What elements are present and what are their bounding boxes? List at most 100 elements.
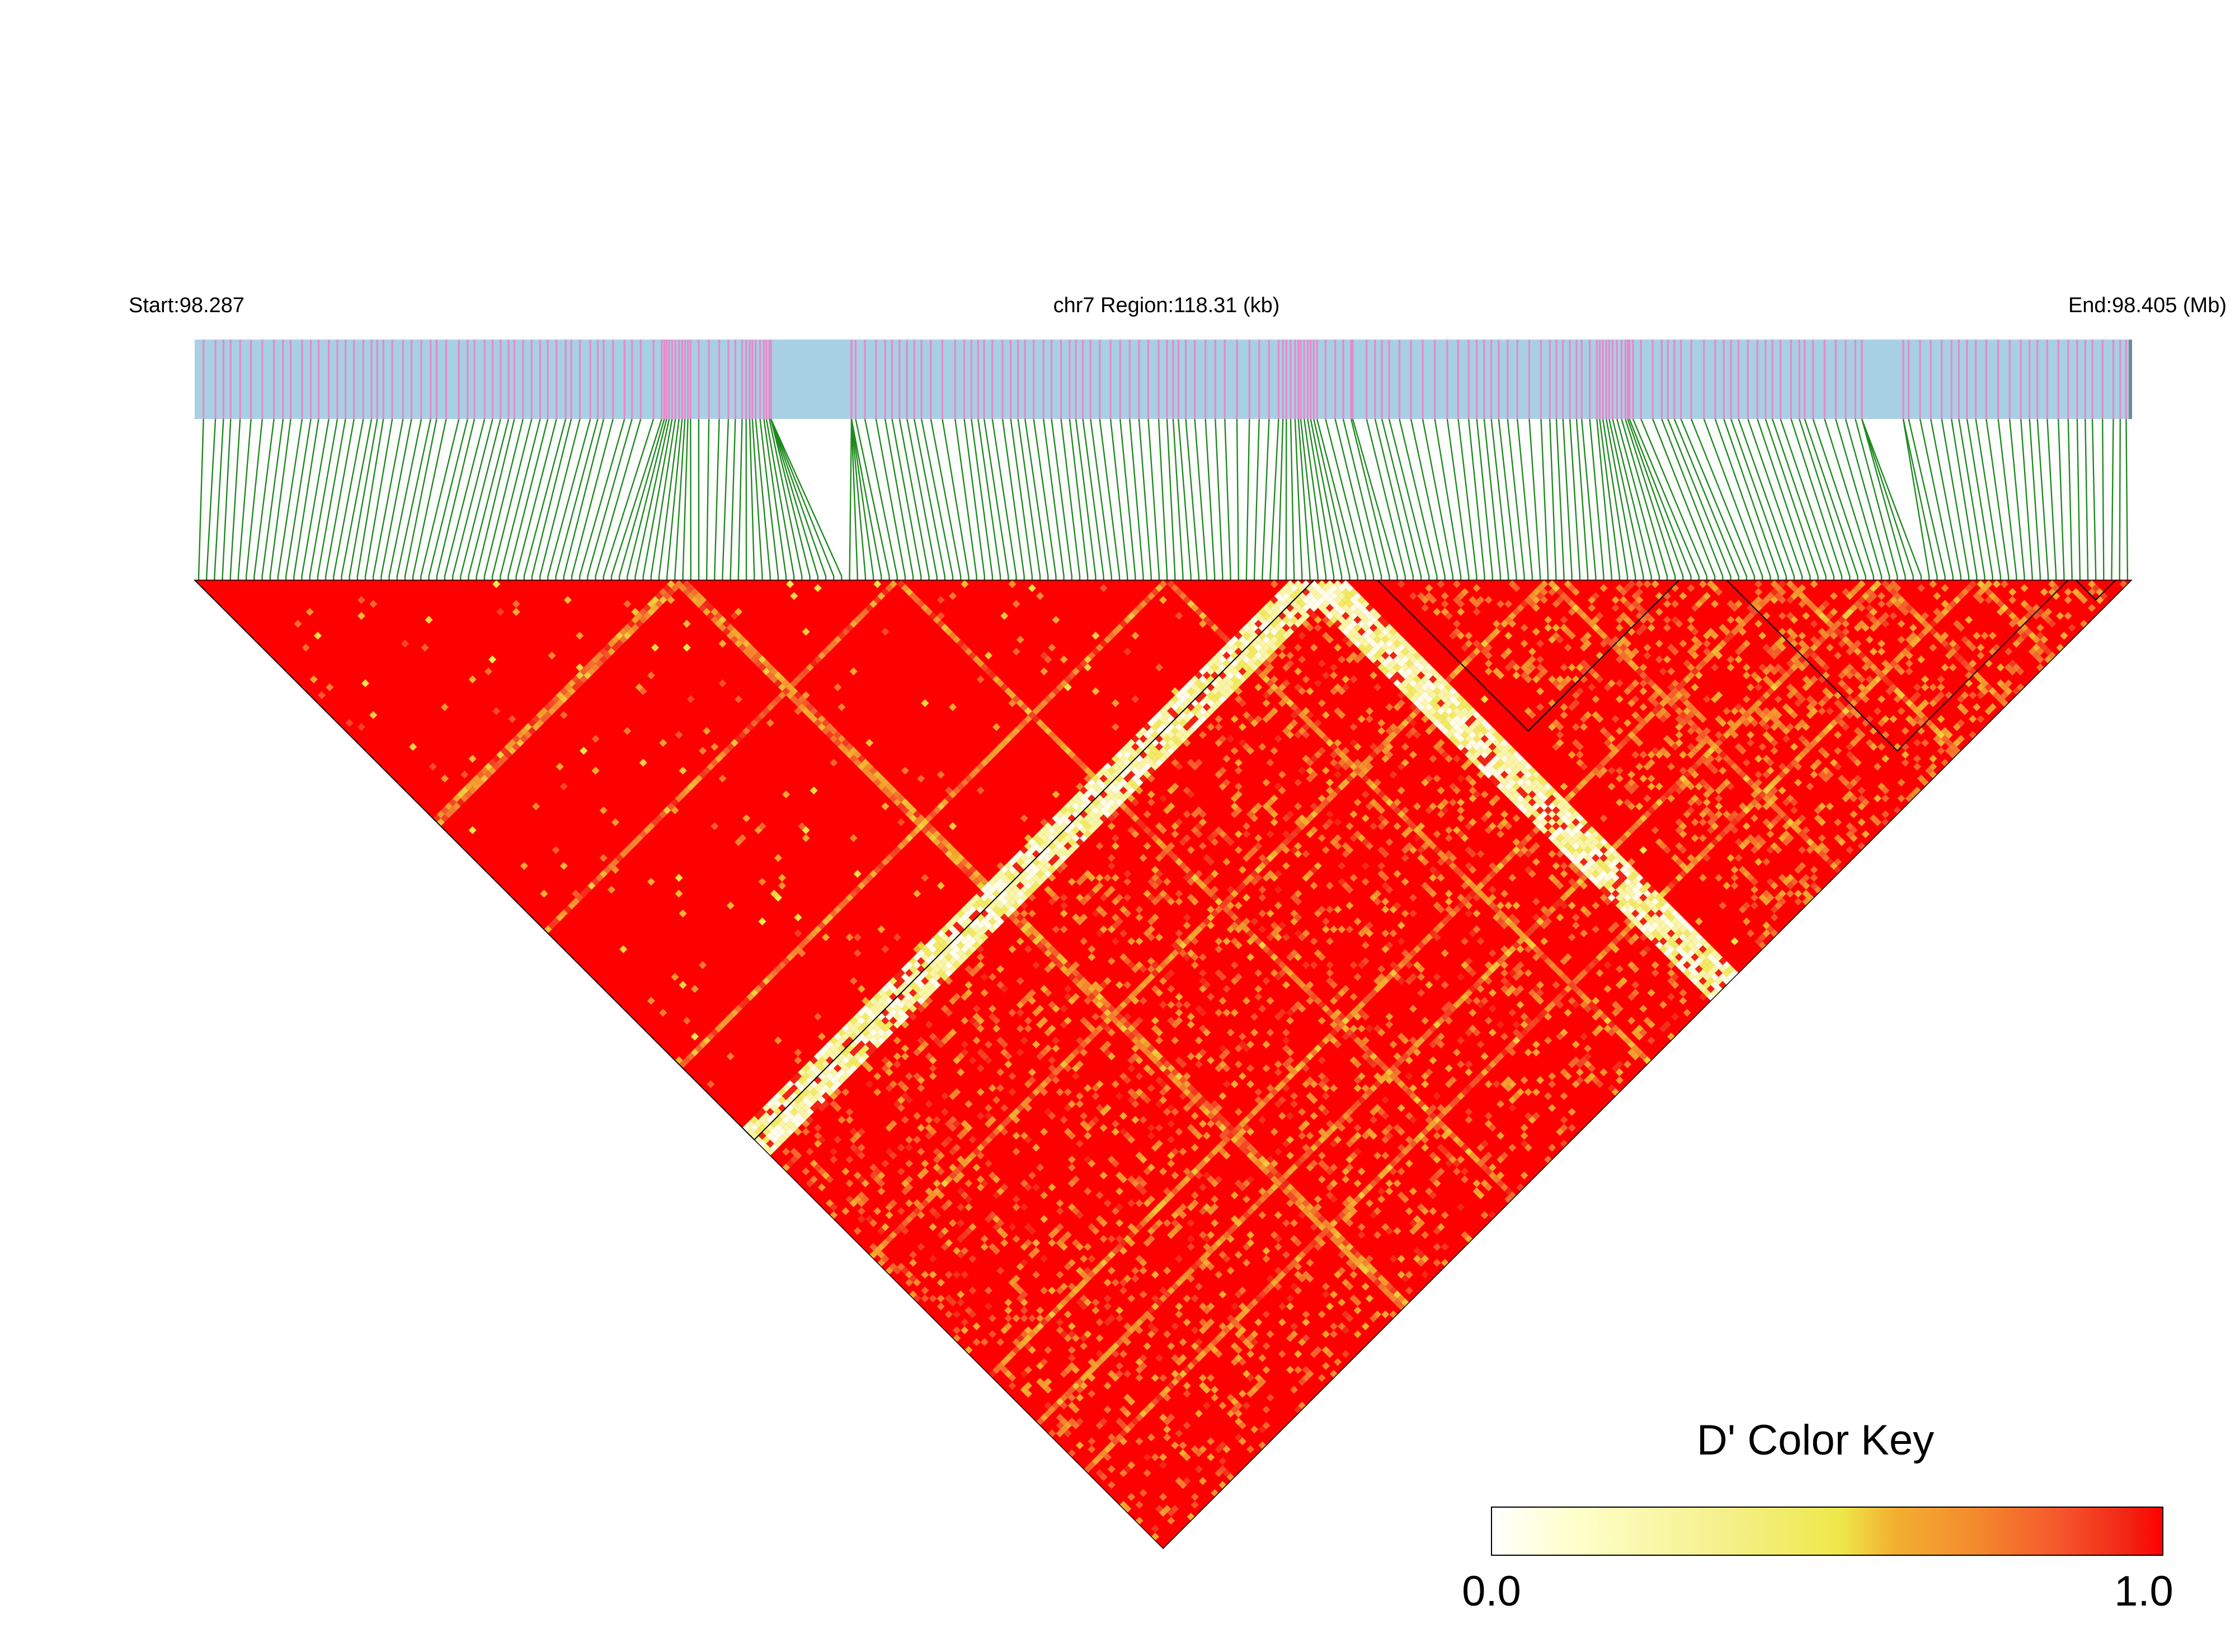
snp-connector xyxy=(849,418,853,580)
region-title: chr7 Region:118.31 (kb) xyxy=(1053,294,1280,317)
snp-marker xyxy=(1790,340,1792,419)
ld-cell xyxy=(1202,1386,1211,1394)
snp-connector xyxy=(285,418,312,580)
snp-connector xyxy=(1138,418,1152,580)
snp-connector xyxy=(1861,418,1914,580)
ld-cell xyxy=(675,889,683,898)
snp-connector xyxy=(1627,418,1684,580)
ld-cell xyxy=(806,1068,814,1076)
snp-marker xyxy=(1310,340,1312,419)
ld-cell xyxy=(1127,1461,1136,1470)
ld-cell xyxy=(1107,1369,1116,1378)
snp-connector xyxy=(1366,418,1406,580)
ld-cell xyxy=(556,691,564,699)
snp-connector xyxy=(627,418,667,580)
ld-cell xyxy=(1139,1219,1147,1227)
snp-connector xyxy=(751,418,763,580)
snp-connector xyxy=(587,418,633,580)
snp-connector xyxy=(1446,418,1470,580)
ld-cell xyxy=(1123,1322,1132,1330)
ld-cell xyxy=(1099,1235,1108,1243)
ld-cell xyxy=(901,1084,909,1093)
ld-cell xyxy=(742,814,751,822)
snp-marker xyxy=(1765,340,1767,419)
ld-cell xyxy=(806,1060,814,1069)
ld-cell xyxy=(1159,1453,1168,1461)
ld-cell xyxy=(1171,1322,1179,1330)
ld-cell xyxy=(961,1040,969,1049)
snp-connector xyxy=(770,418,819,580)
snp-connector xyxy=(1861,418,1906,580)
ld-cell xyxy=(834,1088,842,1096)
ld-cell xyxy=(548,699,556,708)
ld-cell xyxy=(639,759,647,767)
ld-cell xyxy=(1088,1445,1096,1453)
ld-cell xyxy=(774,893,782,902)
ld-cell xyxy=(1071,1239,1080,1247)
snp-marker xyxy=(1381,340,1383,419)
ld-cell xyxy=(913,1278,921,1287)
snp-marker xyxy=(1580,340,1583,419)
ld-cell xyxy=(968,1255,977,1263)
ld-cell xyxy=(1234,1409,1243,1418)
ld-cell xyxy=(599,806,608,815)
ld-cell xyxy=(778,882,787,890)
ld-cell xyxy=(1163,1433,1171,1442)
ld-cell xyxy=(1024,1223,1032,1231)
ld-cell xyxy=(532,802,540,811)
snp-marker xyxy=(310,340,312,419)
ld-cell xyxy=(1071,1334,1080,1343)
snp-marker xyxy=(684,340,686,419)
snp-marker xyxy=(1334,340,1337,419)
snp-marker xyxy=(290,340,292,419)
ld-cell xyxy=(1211,1394,1219,1402)
ld-cell xyxy=(937,1294,945,1303)
snp-marker xyxy=(435,340,438,419)
ld-cell xyxy=(980,1235,989,1243)
ld-cell xyxy=(1183,1390,1191,1398)
ld-cell xyxy=(1071,1175,1080,1184)
ld-cell xyxy=(711,822,719,830)
ld-cell xyxy=(881,1032,890,1041)
ld-cell xyxy=(893,1060,901,1069)
ld-cell xyxy=(1139,1354,1147,1362)
snp-marker xyxy=(734,340,736,419)
snp-connector xyxy=(1224,418,1231,580)
ld-cell xyxy=(1167,1413,1175,1422)
snp-marker xyxy=(2112,340,2115,419)
snp-marker xyxy=(1975,340,1977,419)
ld-cell xyxy=(925,1100,933,1108)
snp-connector xyxy=(1024,418,1049,580)
ld-cell xyxy=(1032,1246,1041,1255)
ld-cell xyxy=(762,1112,770,1120)
ld-cell xyxy=(1191,1500,1199,1509)
snp-marker xyxy=(661,340,663,419)
snp-connector xyxy=(1835,418,1883,580)
ld-cell xyxy=(1067,1386,1076,1394)
snp-marker xyxy=(579,340,581,419)
ld-cell xyxy=(357,611,366,620)
ld-cell xyxy=(1032,1326,1041,1334)
ld-cell xyxy=(1175,1310,1183,1319)
snp-marker xyxy=(539,340,542,419)
ld-cell xyxy=(909,1250,917,1259)
ld-cell xyxy=(905,1183,914,1192)
ld-cell xyxy=(1298,1401,1306,1410)
ld-cell xyxy=(897,1207,905,1216)
ld-cell xyxy=(1250,1338,1259,1347)
ld-cell xyxy=(988,1314,997,1322)
ld-cell xyxy=(484,763,493,771)
snp-connector xyxy=(1194,418,1208,580)
ld-cell xyxy=(841,1088,850,1096)
ld-cell xyxy=(1179,1441,1187,1449)
ld-cell xyxy=(1000,1239,1009,1247)
snp-connector xyxy=(1147,418,1160,580)
snp-marker xyxy=(1549,340,1551,419)
ld-cell xyxy=(905,1009,914,1017)
snp-connector xyxy=(1738,418,1795,580)
ld-cell xyxy=(845,933,854,942)
snp-marker xyxy=(1632,340,1634,419)
snp-marker xyxy=(2008,340,2011,419)
snp-connector xyxy=(2009,418,2025,580)
ld-cell xyxy=(905,1000,914,1009)
